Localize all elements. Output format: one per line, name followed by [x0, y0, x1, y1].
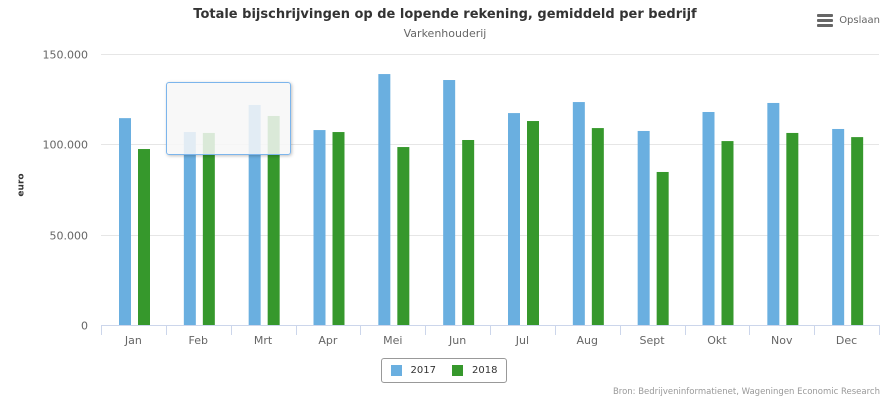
x-tick-label: Jun	[448, 334, 466, 347]
credits[interactable]: Bron: Bedrijveninformatienet, Wageningen…	[612, 387, 880, 397]
x-tick-label: Jan	[124, 334, 142, 347]
x-tick-label: Jul	[515, 334, 529, 347]
export-label: Opslaan	[839, 15, 880, 26]
bar-2017-Nov	[767, 102, 780, 325]
x-tick-label: Mei	[383, 334, 402, 347]
tooltip	[166, 82, 291, 155]
y-tick-label: 100.000	[43, 139, 89, 152]
bar-2018-Okt	[721, 141, 734, 325]
bar-2017-Jun	[443, 80, 456, 326]
legend-item-2017[interactable]: 2017	[390, 365, 436, 376]
bar-2018-Mrt	[267, 115, 280, 326]
bar-2017-Mei	[378, 74, 391, 325]
bar-2017-Jul	[508, 113, 520, 325]
legend-item-2018[interactable]: 2018	[452, 365, 497, 376]
y-tick-label: 50.000	[50, 230, 89, 243]
x-tick-label: Apr	[318, 334, 338, 347]
y-axis-label: euro	[16, 173, 27, 197]
x-tick-label: Mrt	[254, 334, 273, 347]
bar-2017-Feb	[183, 132, 196, 325]
bar-2018-Apr	[332, 132, 345, 325]
chart-subtitle: Varkenhouderij	[403, 27, 487, 40]
bar-2017-Mrt	[248, 104, 261, 325]
bar-2017-Okt	[702, 111, 715, 325]
legend: 2017 2018	[381, 358, 507, 383]
bar-2018-Aug	[591, 128, 604, 325]
bar-2018-Jan	[138, 149, 150, 325]
x-tick-label: Dec	[836, 334, 857, 347]
bar-2017-Sept	[637, 130, 650, 325]
bar-2017-Jan	[119, 118, 131, 326]
bar-2017-Dec	[832, 128, 845, 325]
legend-swatch-2017	[390, 365, 402, 376]
x-tick-label: Nov	[771, 334, 793, 347]
legend-label-2018: 2018	[472, 365, 498, 376]
bar-2018-Jul	[527, 121, 539, 325]
bar-2018-Feb	[202, 132, 215, 325]
legend-swatch-2018	[452, 365, 463, 376]
x-tick-label: Sept	[640, 334, 666, 347]
export-menu-button[interactable]: Opslaan	[817, 14, 880, 27]
hamburger-menu-icon	[817, 14, 834, 27]
bar-2018-Nov	[786, 132, 799, 325]
bar-2018-Dec	[851, 137, 864, 325]
x-tick-label: Okt	[707, 334, 727, 347]
bar-2018-Sept	[656, 171, 669, 325]
x-tick-label: Aug	[577, 334, 598, 347]
y-tick-label: 150.000	[43, 49, 89, 62]
bar-2017-Aug	[572, 102, 585, 325]
bar-2018-Mei	[397, 147, 410, 325]
legend-label-2017: 2017	[410, 365, 436, 376]
x-tick-label: Feb	[189, 334, 208, 347]
y-tick-label: 0	[81, 320, 88, 333]
chart-title: Totale bijschrijvingen op de lopende rek…	[193, 7, 697, 22]
bar-2017-Apr	[313, 130, 326, 325]
bar-2018-Jun	[462, 139, 475, 325]
